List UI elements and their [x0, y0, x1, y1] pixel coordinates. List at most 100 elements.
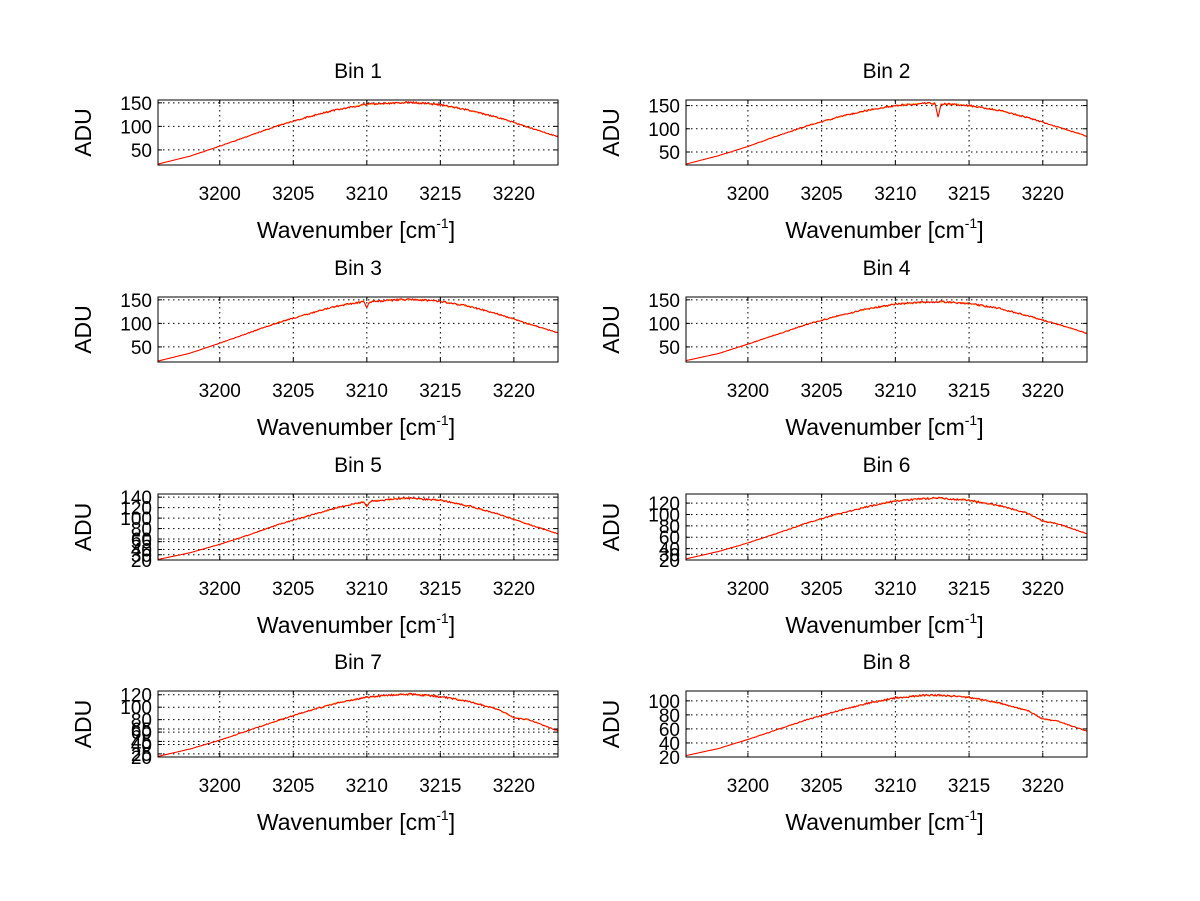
- x-axis-label: Wavenumber [cm-1]: [785, 412, 983, 440]
- x-tick-label: 3210: [874, 381, 916, 402]
- subplot-title: Bin 1: [334, 60, 382, 83]
- x-tick-label: 3215: [948, 776, 990, 797]
- series-line: [157, 100, 559, 165]
- y-tick-label: 100: [648, 505, 680, 526]
- x-tick-label: 3210: [346, 776, 388, 797]
- x-tick-label: 3210: [346, 184, 388, 205]
- x-tick-label: 3210: [346, 381, 388, 402]
- x-tick-label: 3205: [272, 776, 314, 797]
- x-tick-label: 3215: [948, 381, 990, 402]
- series-line-secondary: [157, 693, 559, 757]
- y-axis-label: ADU: [598, 700, 624, 749]
- subplot-title: Bin 7: [334, 651, 382, 674]
- axes-box: [157, 99, 559, 166]
- y-tick-label: 80: [659, 517, 680, 538]
- y-tick-label: 50: [659, 143, 680, 164]
- x-tick-label: 3200: [199, 381, 241, 402]
- series-line-secondary: [685, 102, 1088, 165]
- x-tick-label: 3205: [800, 579, 842, 600]
- x-tick-label: 3220: [1022, 184, 1064, 205]
- subplot-bin-6: Bin 6 3200 3205 3210 3215 3220 203040608010012…: [598, 454, 1088, 638]
- y-tick-label: 30: [131, 546, 152, 567]
- y-tick-label: 120: [120, 499, 152, 520]
- y-tick-label: 20: [131, 551, 152, 572]
- subplot-title: Bin 6: [863, 454, 911, 477]
- x-tick-label: 3220: [493, 184, 535, 205]
- series-line-secondary: [157, 298, 559, 362]
- y-tick-label: 150: [120, 291, 152, 312]
- y-tick-label: 120: [648, 494, 680, 515]
- series-line: [685, 300, 1088, 362]
- series-line: [157, 692, 559, 757]
- x-tick-label: 3205: [272, 184, 314, 205]
- y-tick-label: 100: [648, 120, 680, 141]
- y-tick-label: 30: [659, 545, 680, 566]
- axes-box: [685, 99, 1088, 166]
- y-tick-label: 20: [659, 748, 680, 769]
- x-axis-label: Wavenumber [cm-1]: [785, 610, 983, 638]
- x-tick-label: 3215: [419, 381, 461, 402]
- y-axis-label: ADU: [598, 305, 624, 354]
- series-line: [685, 101, 1088, 165]
- x-tick-label: 3215: [419, 184, 461, 205]
- series-line-secondary: [685, 693, 1088, 757]
- y-tick-label: 100: [120, 509, 152, 530]
- y-tick-label: 150: [120, 94, 152, 115]
- y-tick-label: 50: [131, 141, 152, 162]
- y-tick-label: 60: [659, 720, 680, 741]
- y-tick-label: 100: [120, 117, 152, 138]
- y-tick-label: 60: [131, 723, 152, 744]
- y-tick-label: 40: [131, 736, 152, 757]
- y-tick-label: 65: [131, 720, 152, 741]
- y-tick-label: 40: [131, 541, 152, 562]
- x-tick-label: 3220: [493, 579, 535, 600]
- x-tick-label: 3205: [800, 776, 842, 797]
- x-tick-label: 3205: [272, 381, 314, 402]
- x-tick-label: 3215: [948, 184, 990, 205]
- x-tick-label: 3215: [948, 579, 990, 600]
- x-tick-label: 3200: [199, 184, 241, 205]
- y-tick-label: 60: [659, 528, 680, 549]
- y-tick-label: 80: [659, 706, 680, 727]
- x-tick-label: 3200: [727, 381, 769, 402]
- x-tick-label: 3220: [493, 381, 535, 402]
- x-tick-label: 3215: [419, 776, 461, 797]
- axes-box: [157, 690, 559, 758]
- y-axis-label: ADU: [70, 108, 96, 157]
- y-axis-label: ADU: [70, 700, 96, 749]
- y-tick-label: 50: [131, 338, 152, 359]
- subplot-title: Bin 2: [863, 60, 911, 83]
- series-line: [685, 496, 1088, 560]
- y-tick-label: 25: [131, 745, 152, 766]
- axes-box: [685, 690, 1088, 758]
- y-tick-label: 120: [120, 686, 152, 707]
- x-tick-label: 3220: [493, 776, 535, 797]
- series-line: [685, 693, 1088, 757]
- y-tick-label: 140: [120, 488, 152, 509]
- x-tick-label: 3210: [874, 184, 916, 205]
- series-line-secondary: [685, 496, 1088, 560]
- subplot-title: Bin 4: [863, 257, 911, 280]
- x-tick-label: 3220: [1022, 776, 1064, 797]
- x-tick-label: 3220: [1022, 381, 1064, 402]
- x-tick-label: 3215: [419, 579, 461, 600]
- x-axis-label: Wavenumber [cm-1]: [785, 807, 983, 835]
- y-tick-label: 100: [120, 698, 152, 719]
- series-line: [157, 496, 559, 560]
- x-axis-label: Wavenumber [cm-1]: [257, 215, 455, 243]
- y-tick-label: 100: [648, 314, 680, 335]
- series-line: [157, 297, 559, 362]
- y-tick-label: 55: [131, 533, 152, 554]
- x-tick-label: 3205: [800, 184, 842, 205]
- x-tick-label: 3200: [199, 579, 241, 600]
- y-tick-label: 100: [648, 692, 680, 713]
- y-tick-label: 40: [659, 734, 680, 755]
- x-tick-label: 3210: [874, 776, 916, 797]
- y-tick-label: 60: [131, 530, 152, 551]
- x-axis-label: Wavenumber [cm-1]: [257, 412, 455, 440]
